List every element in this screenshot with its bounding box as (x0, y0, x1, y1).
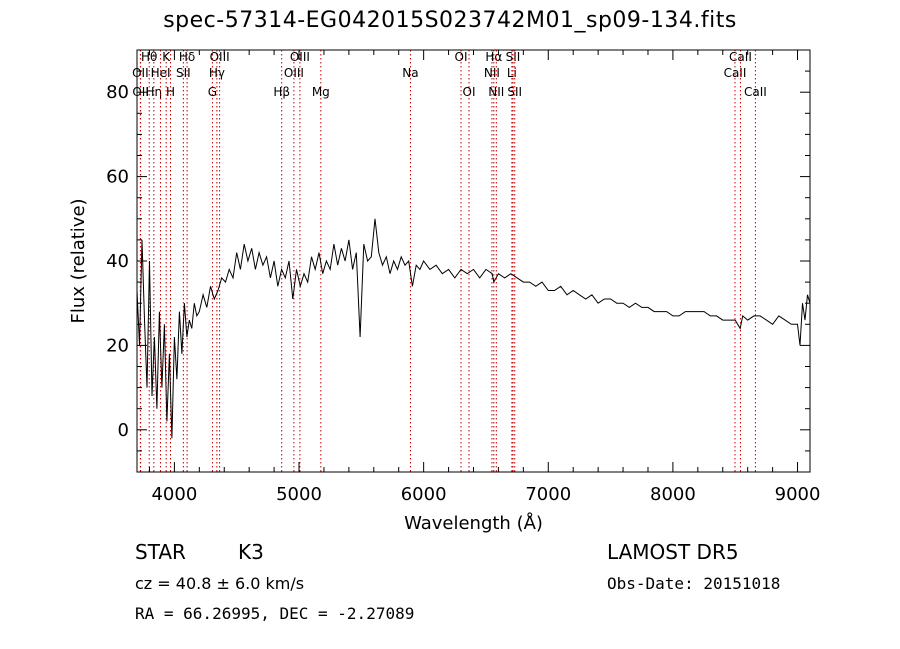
line-marker-label: SII (507, 85, 522, 99)
line-marker-label: Mg (312, 85, 330, 99)
line-marker-label: CaII (744, 85, 767, 99)
redshift-text: cz = 40.8 ± 6.0 km/s (135, 574, 305, 593)
line-marker-label: OII (132, 66, 149, 80)
y-tick-label: 20 (106, 335, 129, 356)
line-marker-label: NII (484, 66, 500, 80)
x-tick-label: 8000 (650, 484, 696, 505)
obs-date-text: Obs-Date: 20151018 (607, 574, 781, 593)
line-marker-label: OI (455, 50, 468, 64)
y-tick-label: 0 (118, 420, 129, 441)
y-tick-label: 40 (106, 251, 129, 272)
line-marker-label: OIII (284, 66, 304, 80)
line-marker-label: H (166, 85, 175, 99)
x-tick-label: 6000 (401, 484, 447, 505)
line-marker-label: Hη (146, 85, 163, 99)
line-marker-label: G (208, 85, 217, 99)
y-tick-label: 80 (106, 82, 129, 103)
line-marker-label: NII (488, 85, 504, 99)
line-marker-label: OIII (210, 50, 230, 64)
coords-text: RA = 66.26995, DEC = -2.27089 (135, 604, 415, 623)
x-tick-label: 7000 (525, 484, 571, 505)
line-marker-label: SII (506, 50, 521, 64)
x-axis-label: Wavelength (Å) (404, 512, 543, 534)
line-marker-label: CaII (724, 66, 747, 80)
line-marker-label: Na (402, 66, 418, 80)
survey-label: LAMOST DR5 (607, 540, 739, 564)
x-tick-label: 5000 (276, 484, 322, 505)
line-marker-label: OI (463, 85, 476, 99)
line-marker-label: Hα (485, 50, 502, 64)
chart-title: spec-57314-EG042015S023742M01_sp09-134.f… (163, 8, 737, 33)
line-marker-label: OIII (290, 50, 310, 64)
line-marker-label: Hδ (179, 50, 195, 64)
y-axis-label: Flux (relative) (68, 198, 89, 323)
plot-frame (136, 49, 811, 473)
line-marker-label: Hβ (273, 85, 290, 99)
object-subclass: K3 (238, 540, 264, 564)
line-marker-label: SII (176, 66, 191, 80)
y-tick-label: 60 (106, 167, 129, 188)
spectrum-line (136, 218, 811, 439)
object-class: STAR (135, 540, 186, 564)
line-marker-label: K (162, 50, 171, 64)
line-marker-label: Hθ (141, 50, 157, 64)
line-marker-label: HeI (151, 66, 171, 80)
line-marker-label: Hγ (209, 66, 225, 80)
x-tick-label: 9000 (775, 484, 821, 505)
x-tick-label: 4000 (151, 484, 197, 505)
line-marker-label: Li (507, 66, 517, 80)
line-marker-label: CaII (729, 50, 752, 64)
